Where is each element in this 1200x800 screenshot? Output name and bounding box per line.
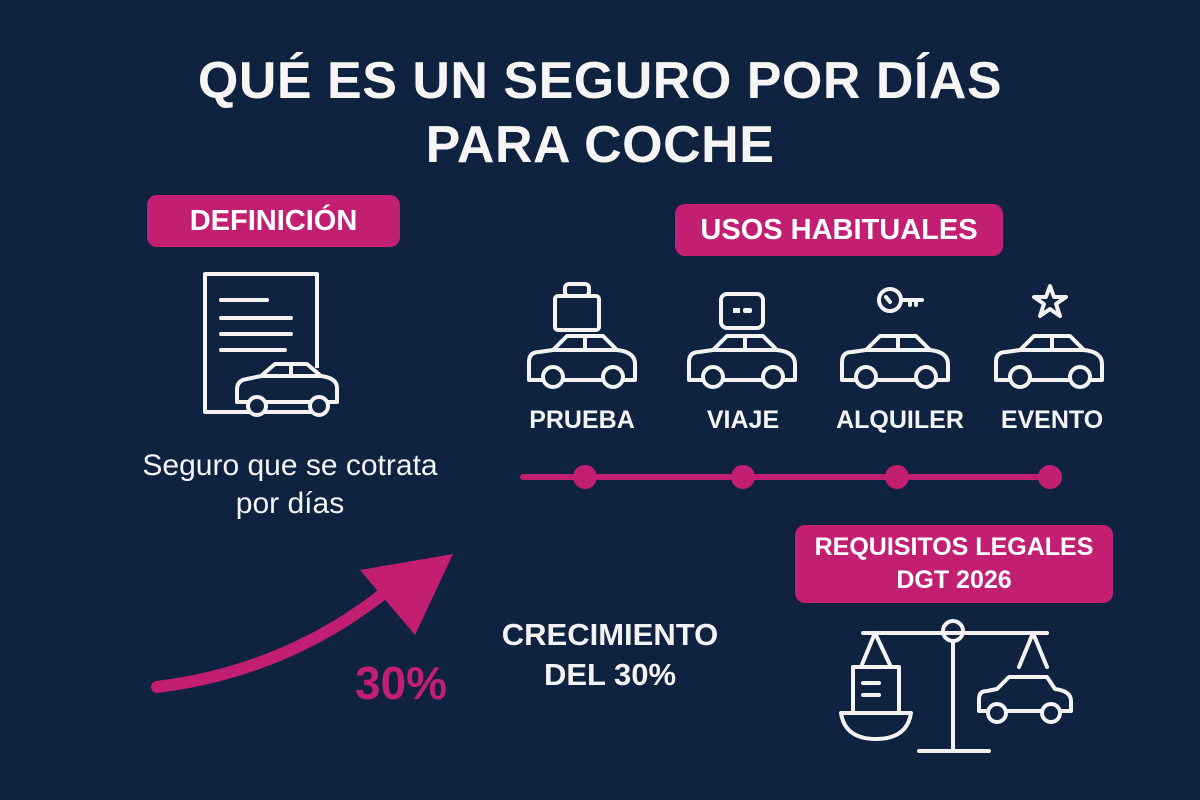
car-with-star-icon xyxy=(994,284,1104,389)
legal-badge-line-1: REQUISITOS LEGALES xyxy=(814,533,1094,561)
growth-percent: 30% xyxy=(355,657,448,709)
definition-text-line-2: por días xyxy=(235,487,345,520)
use-label-prueba: PRUEBA xyxy=(529,406,635,434)
uses-badge-label: USOS HABITUALES xyxy=(700,213,978,246)
use-label-evento: EVENTO xyxy=(1000,406,1104,434)
page-title-line-2: PARA COCHE xyxy=(425,116,775,174)
timeline-dot-alquiler xyxy=(885,465,909,489)
definition-badge: DEFINICIÓN xyxy=(147,195,400,247)
growth-text-line-2: DEL 30% xyxy=(543,657,677,692)
definition-badge-label: DEFINICIÓN xyxy=(189,204,358,237)
timeline-dot-evento xyxy=(1038,465,1062,489)
scale-document-car-icon xyxy=(839,619,1073,753)
car-with-suitcase-icon xyxy=(527,282,637,389)
page-title-line-1: QUÉ ES UN SEGURO POR DÍAS xyxy=(197,52,1003,110)
uses-timeline xyxy=(520,465,1062,489)
car-with-luggage-icon xyxy=(687,292,797,389)
timeline-dot-prueba xyxy=(573,465,597,489)
car-with-key-icon xyxy=(840,287,950,389)
trend-up-arrow-icon xyxy=(151,554,453,693)
uses-badge: USOS HABITUALES xyxy=(675,204,1003,256)
growth-text-line-1: CRECIMIENTO xyxy=(501,617,719,652)
legal-badge: REQUISITOS LEGALES DGT 2026 xyxy=(795,525,1113,603)
timeline-dot-viaje xyxy=(731,465,755,489)
use-label-viaje: VIAJE xyxy=(706,406,780,434)
document-car-icon xyxy=(203,272,339,417)
use-label-alquiler: ALQUILER xyxy=(836,406,964,434)
legal-badge-line-2: DGT 2026 xyxy=(896,566,1012,594)
definition-text-line-1: Seguro que se cotrata xyxy=(142,449,438,482)
